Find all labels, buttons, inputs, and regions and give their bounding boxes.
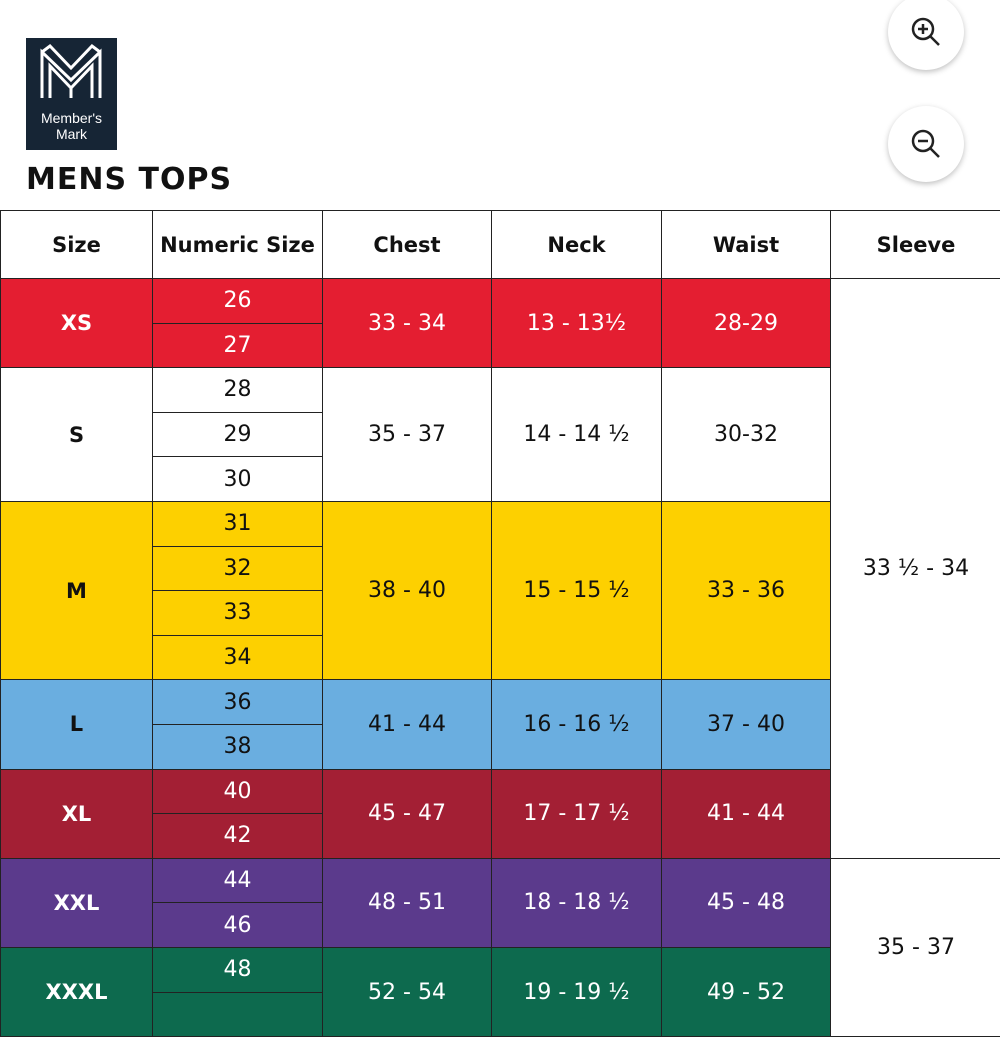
numeric-size-cell: 44	[152, 857, 323, 904]
chest-cell: 33 - 34	[322, 278, 492, 369]
numeric-size-cell: 26	[152, 278, 323, 324]
column-header: Chest	[322, 210, 492, 279]
numeric-size-cell: 28	[152, 367, 323, 413]
size-cell: XL	[0, 768, 153, 859]
column-header: Numeric Size	[152, 210, 323, 279]
waist-cell: 37 - 40	[661, 679, 831, 770]
column-header: Neck	[491, 210, 662, 279]
size-cell: XS	[0, 278, 153, 369]
neck-cell: 14 - 14 ½	[491, 367, 662, 502]
neck-cell: 19 - 19 ½	[491, 947, 662, 1037]
size-cell: XXL	[0, 857, 153, 948]
size-cell: M	[0, 501, 153, 681]
zoom-out-icon	[911, 129, 940, 158]
neck-cell: 17 - 17 ½	[491, 768, 662, 859]
logo: Member's Mark	[26, 38, 117, 150]
chest-cell: 45 - 47	[322, 768, 492, 859]
sleeve-cell: 35 - 37	[830, 857, 1000, 1037]
page-title: MENS TOPS	[26, 162, 233, 197]
numeric-size-cell: 42	[152, 813, 323, 859]
numeric-size-cell: 31	[152, 501, 323, 547]
size-cell: S	[0, 367, 153, 502]
numeric-size-cell: 38	[152, 724, 323, 770]
neck-cell: 15 - 15 ½	[491, 501, 662, 681]
chest-cell: 52 - 54	[322, 947, 492, 1037]
zoom-in-icon	[911, 17, 940, 46]
numeric-size-cell: 36	[152, 679, 323, 725]
neck-cell: 16 - 16 ½	[491, 679, 662, 770]
waist-cell: 30-32	[661, 367, 831, 502]
sleeve-cell: 33 ½ - 34	[830, 278, 1000, 859]
chest-cell: 35 - 37	[322, 367, 492, 502]
zoom-in-button[interactable]	[888, 0, 964, 70]
numeric-size-cell: 46	[152, 902, 323, 948]
numeric-size-cell: 29	[152, 411, 323, 458]
size-cell: L	[0, 679, 153, 770]
chest-cell: 38 - 40	[322, 501, 492, 681]
neck-cell: 13 - 13½	[491, 278, 662, 369]
waist-cell: 33 - 36	[661, 501, 831, 681]
logo-text: Member's Mark	[40, 110, 103, 142]
waist-cell: 41 - 44	[661, 768, 831, 859]
waist-cell: 45 - 48	[661, 857, 831, 948]
numeric-size-cell: 40	[152, 768, 323, 815]
size-cell: XXXL	[0, 947, 153, 1037]
numeric-size-cell: 30	[152, 456, 323, 502]
column-header: Size	[0, 210, 153, 279]
size-table: Size Numeric Size Chest Neck Waist Sleeve XS 26…	[0, 210, 1000, 1037]
neck-cell: 18 - 18 ½	[491, 857, 662, 948]
numeric-size-cell: 32	[152, 545, 323, 592]
zoom-out-button[interactable]	[888, 106, 964, 182]
numeric-size-cell: 34	[152, 634, 323, 681]
numeric-size-cell: 27	[152, 322, 323, 369]
chest-cell: 41 - 44	[322, 679, 492, 770]
numeric-size-cell	[152, 991, 323, 1037]
column-header: Sleeve	[830, 210, 1000, 279]
numeric-size-cell: 48	[152, 947, 323, 993]
logo-mark	[40, 44, 102, 98]
waist-cell: 49 - 52	[661, 947, 831, 1037]
numeric-size-cell: 33	[152, 590, 323, 636]
column-header: Waist	[661, 210, 831, 279]
chest-cell: 48 - 51	[322, 857, 492, 948]
waist-cell: 28-29	[661, 278, 831, 369]
